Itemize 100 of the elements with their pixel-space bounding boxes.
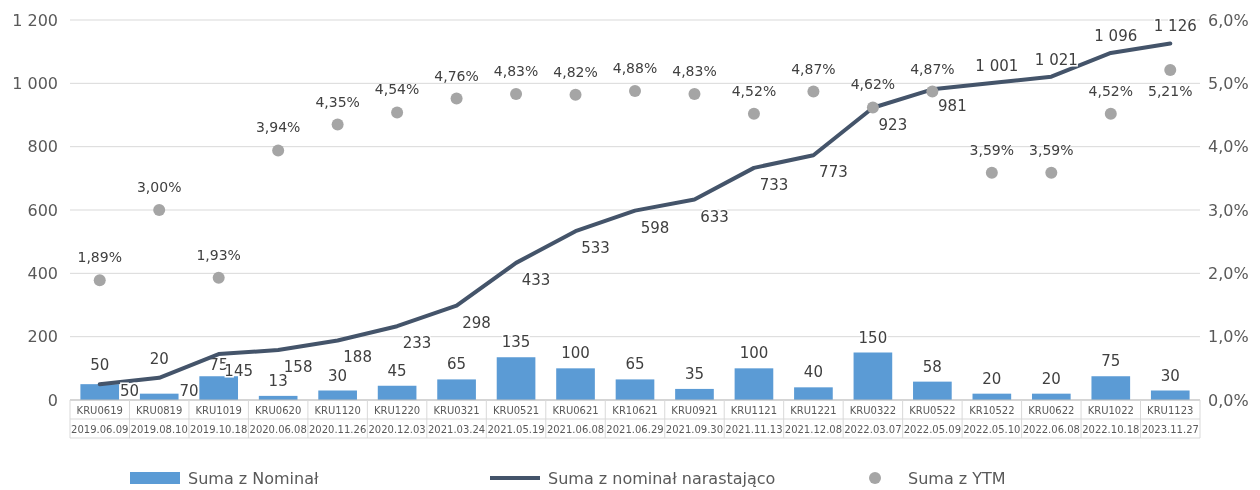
legend-label: Suma z Nominał: [188, 468, 319, 488]
data-label: 1,89%: [77, 249, 122, 266]
data-label: 150: [858, 328, 888, 347]
bar: [199, 376, 239, 400]
y-tick-label: 1 200: [12, 10, 58, 30]
x-tick-label: KRU1120 2020.11.26: [309, 405, 367, 435]
data-label: 773: [819, 163, 848, 182]
y-tick-label: 800: [27, 137, 58, 157]
point: [926, 85, 939, 98]
data-label: 100: [739, 344, 769, 363]
bar: [80, 384, 120, 400]
point: [1164, 64, 1177, 77]
data-label: 4,52%: [731, 82, 777, 99]
data-label: 233: [402, 334, 432, 353]
data-label: 3,94%: [255, 119, 301, 136]
point: [747, 107, 760, 120]
data-label: 4,87%: [910, 60, 955, 77]
data-label: 4,76%: [434, 67, 479, 84]
x-tick-label: KRU1019 2019.10.18: [190, 405, 248, 435]
y2-tick-label: 3,0%: [1208, 200, 1249, 220]
y2-tick-label: 1,0%: [1208, 327, 1249, 347]
data-label: 65: [447, 355, 467, 374]
data-label: 433: [521, 270, 551, 289]
bar: [853, 352, 893, 400]
bar: [913, 381, 952, 400]
data-label: 100: [561, 344, 590, 363]
x-tick-label: KRU0521 2021.05.19: [487, 405, 545, 435]
bar: [675, 388, 714, 400]
x-tick-label: KRU0522 2022.05.09: [903, 405, 961, 435]
data-label: 20: [1041, 369, 1061, 388]
data-label: 3,00%: [136, 179, 182, 195]
point: [1104, 107, 1117, 120]
data-label: 13: [268, 371, 288, 390]
data-label: 298: [462, 313, 491, 332]
data-label: 1 001: [975, 57, 1019, 76]
bar: [377, 385, 417, 400]
data-label: 135: [501, 333, 531, 352]
data-label: 598: [640, 218, 670, 237]
x-tick-label: KRU0621 2021.06.08: [546, 405, 605, 435]
y-tick-label: 0: [47, 390, 58, 410]
point: [510, 88, 523, 101]
point: [1045, 166, 1058, 179]
bar: [1091, 376, 1131, 400]
data-label: 58: [922, 357, 942, 376]
data-label: 40: [803, 363, 823, 382]
data-label: 633: [700, 207, 729, 226]
x-tick-label: KRU0819 2019.08.10: [130, 405, 188, 435]
y2-tick-label: 4,0%: [1208, 137, 1249, 157]
x-tick-label: KR10621 2021.06.29: [606, 405, 664, 435]
data-label: 3,59%: [1029, 141, 1074, 158]
bar: [734, 368, 774, 400]
y-tick-label: 1 000: [12, 73, 58, 93]
data-label: 533: [581, 239, 610, 258]
data-label: 70: [179, 382, 199, 400]
bar: [437, 379, 476, 400]
x-tick-label: KR10522 2022.05.10: [963, 405, 1021, 435]
data-label: 4,83%: [493, 63, 539, 80]
data-label: 4,62%: [850, 76, 896, 93]
bar: [556, 368, 595, 400]
point: [629, 84, 641, 97]
data-label: 5,21%: [1148, 83, 1193, 100]
y-tick-label: 400: [27, 263, 58, 283]
data-label: 4,54%: [374, 81, 420, 98]
point: [688, 88, 701, 101]
data-label: 30: [328, 366, 348, 385]
legend-label: Suma z YTM: [908, 468, 1006, 488]
point: [807, 85, 820, 98]
data-label: 1,93%: [196, 246, 241, 263]
bar: [794, 387, 833, 400]
data-label: 1 096: [1094, 26, 1138, 45]
data-label: 50: [90, 356, 110, 375]
y2-tick-label: 0,0%: [1208, 390, 1249, 410]
point: [569, 88, 582, 101]
data-label: 45: [387, 361, 407, 380]
x-tick-label: KRU1123 2023.11.27: [1141, 405, 1199, 435]
y-tick-label: 600: [27, 200, 58, 220]
point: [153, 204, 166, 216]
x-tick-label: KRU0620 2020.06.08: [249, 405, 307, 435]
data-label: 923: [878, 115, 908, 134]
x-tick-label: KRU1121 2021.11.13: [725, 405, 783, 435]
x-tick-label: KRU1221 2021.12.08: [784, 405, 843, 435]
data-label: 188: [343, 348, 372, 367]
x-tick-label: KRU0322 2022.03.07: [844, 405, 902, 435]
point: [331, 118, 344, 131]
data-label: 4,83%: [672, 63, 717, 80]
data-label: 4,82%: [553, 63, 598, 80]
x-tick-label: KRU0321 2021.03.24: [427, 405, 486, 435]
point: [391, 106, 404, 119]
y-tick-label: 200: [27, 327, 58, 347]
data-label: 1 021: [1034, 50, 1078, 69]
data-label: 4,52%: [1088, 82, 1134, 99]
data-label: 981: [938, 97, 967, 116]
legend-label: Suma z nominał narastająco: [548, 468, 776, 488]
data-label: 4,88%: [612, 59, 658, 76]
data-label: 35: [684, 364, 705, 383]
data-label: 4,87%: [791, 60, 836, 77]
x-tick-label: KRU0921 2021.09.30: [665, 405, 724, 435]
data-label: 30: [1160, 366, 1180, 385]
y2-tick-label: 2,0%: [1208, 263, 1249, 283]
x-tick-label: KRU0619 2019.06.09: [71, 405, 129, 435]
